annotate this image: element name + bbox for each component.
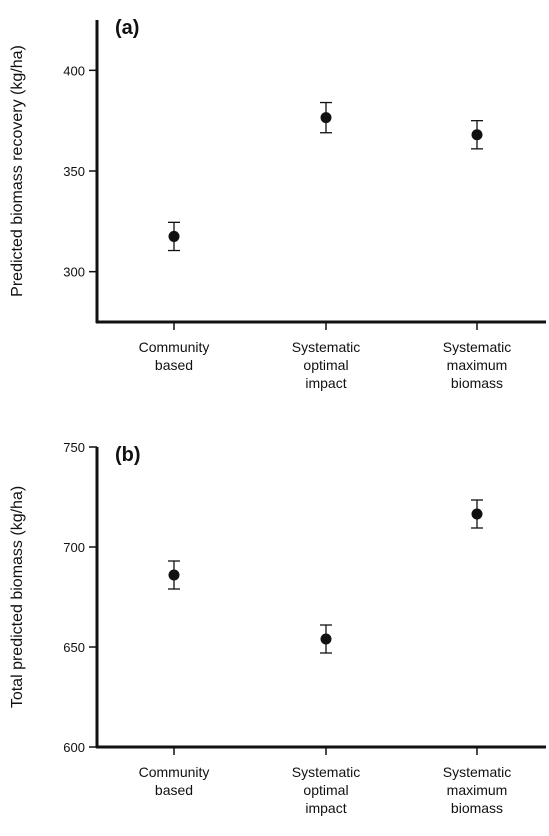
point <box>471 508 483 520</box>
panel-label: (a) <box>115 17 139 39</box>
point <box>471 129 483 141</box>
x-tick-label: Community based <box>139 339 210 373</box>
y-tick-label: 650 <box>63 640 85 655</box>
point <box>320 112 332 124</box>
x-tick-label: Systematic maximum biomass <box>443 764 511 816</box>
y-tick-label: 750 <box>63 440 85 455</box>
y-tick-label: 400 <box>63 63 85 78</box>
y-tick-label: 350 <box>63 164 85 179</box>
point <box>320 633 332 645</box>
x-tick-label: Systematic maximum biomass <box>443 339 511 391</box>
point <box>168 569 180 581</box>
y-axis-label: Total predicted biomass (kg/ha) <box>9 486 26 708</box>
panel-label: (b) <box>115 444 141 466</box>
y-tick-label: 700 <box>63 540 85 555</box>
y-tick-label: 600 <box>63 740 85 755</box>
point <box>168 230 180 242</box>
y-axis-label: Predicted biomass recovery (kg/ha) <box>9 45 26 297</box>
y-tick-label: 300 <box>63 265 85 280</box>
x-tick-label: Systematic optimal impact <box>292 339 360 391</box>
x-tick-label: Systematic optimal impact <box>292 764 360 816</box>
x-tick-label: Community based <box>139 764 210 798</box>
